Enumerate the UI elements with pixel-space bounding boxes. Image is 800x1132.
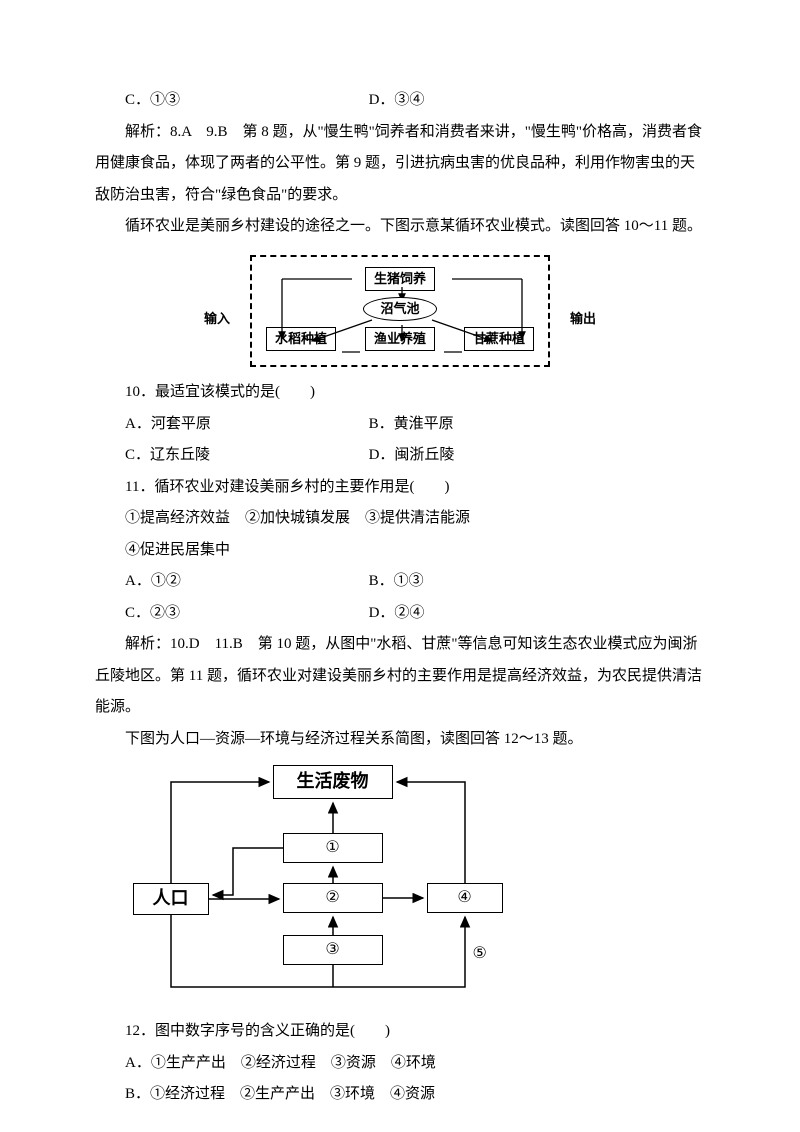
diagram-circular-agriculture: 输入 输出 生猪饲养 xyxy=(95,255,705,368)
d2-label5: ⑤ xyxy=(473,937,487,971)
q10-options-ab: A．河套平原 B．黄淮平原 xyxy=(95,409,705,441)
analysis-10-11: 解析：10.D 11.B 第 10 题，从图中"水稻、甘蔗"等信息可知该生态农业… xyxy=(95,629,705,724)
d1-bottom-box-2: 甘蔗种植 xyxy=(464,327,534,351)
d1-oval: 沼气池 xyxy=(363,297,436,321)
q10-d: D．闽浙丘陵 xyxy=(369,440,705,472)
diagram-pop-resource-env: 生活废物 ① 人口 ② ④ ③ ⑤ xyxy=(95,765,705,1010)
q11-opts-line2: ④促进民居集中 xyxy=(95,535,705,567)
output-label: 输出 xyxy=(570,305,596,332)
option-c: C．①③ xyxy=(125,85,369,117)
q10-a: A．河套平原 xyxy=(125,409,369,441)
d1-top-box: 生猪饲养 xyxy=(365,267,435,291)
q10-c: C．辽东丘陵 xyxy=(125,440,369,472)
d2-waste: 生活废物 xyxy=(273,765,393,799)
q10-stem: 10．最适宜该模式的是( ) xyxy=(95,377,705,409)
q10-b: B．黄淮平原 xyxy=(369,409,705,441)
d1-bottom-box-1: 渔业养殖 xyxy=(365,327,435,351)
intro-12-13: 下图为人口—资源—环境与经济过程关系简图，读图回答 12～13 题。 xyxy=(95,724,705,756)
d1-bottom-box-0: 水稻种植 xyxy=(266,327,336,351)
q11-a: A．①② xyxy=(125,566,369,598)
q12-stem: 12．图中数字序号的含义正确的是( ) xyxy=(95,1016,705,1048)
q11-d: D．②④ xyxy=(369,598,705,630)
prev-question-options-cd: C．①③ D．③④ xyxy=(95,85,705,117)
option-d: D．③④ xyxy=(369,85,705,117)
d2-n3: ③ xyxy=(283,935,383,965)
q12-a: A．①生产产出 ②经济过程 ③资源 ④环境 xyxy=(95,1048,705,1080)
d2-n4: ④ xyxy=(427,883,503,913)
d2-n2: ② xyxy=(283,883,383,913)
d2-pop: 人口 xyxy=(133,883,209,915)
q11-options-ab: A．①② B．①③ xyxy=(95,566,705,598)
q10-options-cd: C．辽东丘陵 D．闽浙丘陵 xyxy=(95,440,705,472)
input-label: 输入 xyxy=(204,305,230,332)
q11-c: C．②③ xyxy=(125,598,369,630)
q11-b: B．①③ xyxy=(369,566,705,598)
q11-options-cd: C．②③ D．②④ xyxy=(95,598,705,630)
d2-n1: ① xyxy=(283,833,383,863)
q11-stem: 11．循环农业对建设美丽乡村的主要作用是( ) xyxy=(95,472,705,504)
q12-b: B．①经济过程 ②生产产出 ③环境 ④资源 xyxy=(95,1079,705,1111)
q11-opts-line1: ①提高经济效益 ②加快城镇发展 ③提供清洁能源 xyxy=(95,503,705,535)
analysis-8-9: 解析：8.A 9.B 第 8 题，从"慢生鸭"饲养者和消费者来讲，"慢生鸭"价格… xyxy=(95,117,705,212)
intro-10-11: 循环农业是美丽乡村建设的途径之一。下图示意某循环农业模式。读图回答 10～11 … xyxy=(95,211,705,243)
